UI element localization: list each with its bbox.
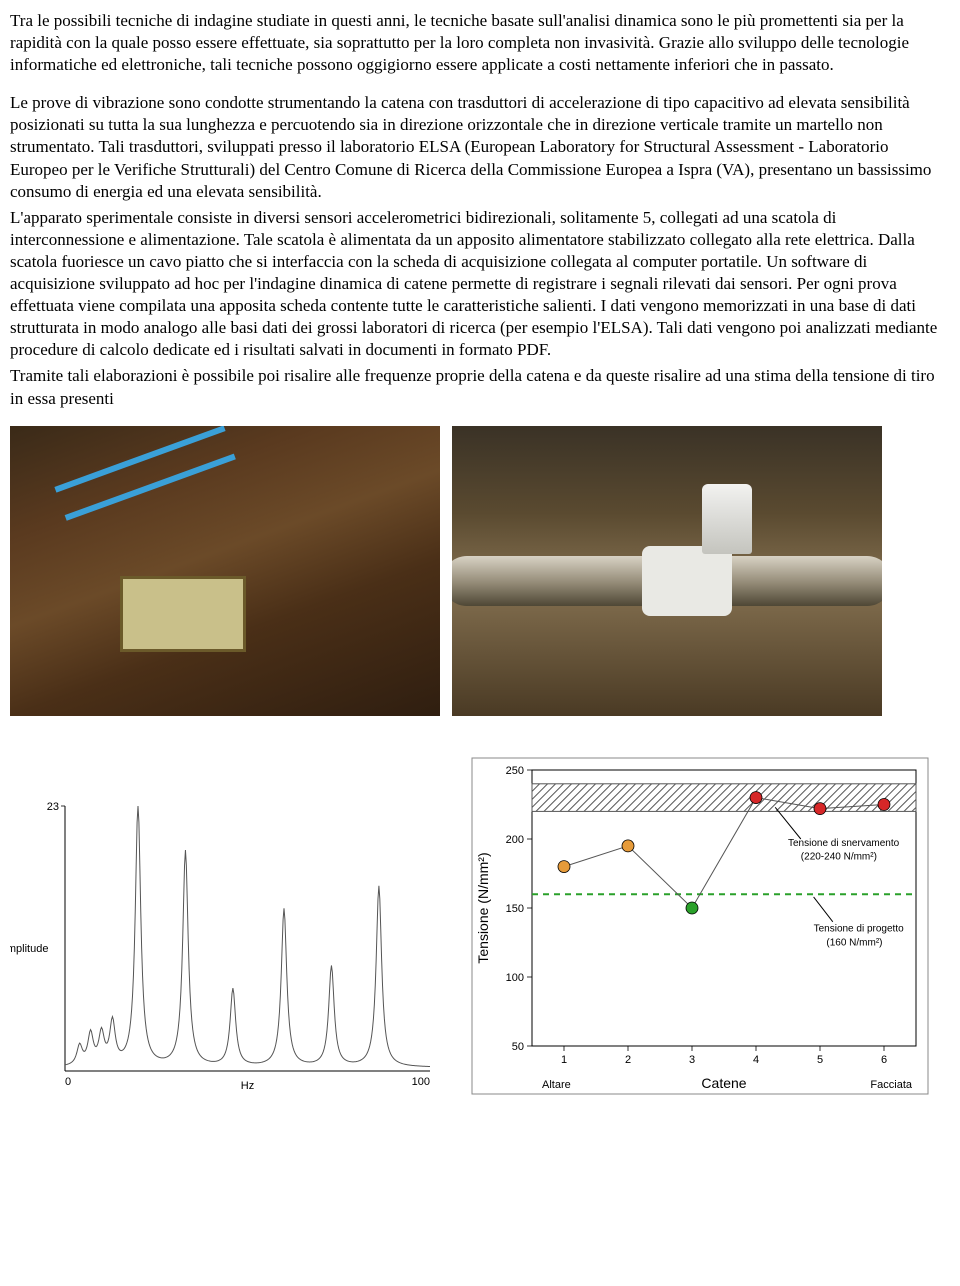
svg-text:Altare: Altare <box>542 1079 571 1091</box>
svg-text:50: 50 <box>512 1041 524 1053</box>
paragraph-3: L'apparato sperimentale consiste in dive… <box>10 207 950 362</box>
svg-text:Facciata: Facciata <box>870 1079 912 1091</box>
svg-text:6: 6 <box>881 1054 887 1066</box>
svg-text:Tensione di snervamento: Tensione di snervamento <box>788 837 900 848</box>
svg-text:2: 2 <box>625 1054 631 1066</box>
spectrum-chart: 23 0 100 Amplitude Hz <box>10 796 440 1096</box>
svg-text:Tensione (N/mm²): Tensione (N/mm²) <box>475 852 491 963</box>
charts-row: 230100AmplitudeHz 50100150200250123456Te… <box>10 756 950 1096</box>
svg-text:23: 23 <box>47 801 59 813</box>
svg-text:100: 100 <box>412 1076 430 1088</box>
tension-chart: 50 100 150 200 250 1 2 3 4 5 6 Tensione (N/mm²) Cate… <box>470 756 930 1096</box>
svg-text:(220-240 N/mm²): (220-240 N/mm²) <box>801 851 877 862</box>
paragraph-2: Le prove di vibrazione sono condotte str… <box>10 92 950 202</box>
svg-text:3: 3 <box>689 1054 695 1066</box>
svg-text:0: 0 <box>65 1076 71 1088</box>
photo-sensor-on-bar <box>452 426 882 716</box>
svg-text:Tensione di progetto: Tensione di progetto <box>814 923 905 934</box>
svg-text:200: 200 <box>506 834 524 846</box>
photo-row <box>10 426 950 716</box>
paragraph-1: Tra le possibili tecniche di indagine st… <box>10 10 950 76</box>
paragraph-4: Tramite tali elaborazioni è possibile po… <box>10 365 950 409</box>
svg-text:5: 5 <box>817 1054 823 1066</box>
svg-text:Catene: Catene <box>701 1075 746 1091</box>
svg-text:100: 100 <box>506 972 524 984</box>
svg-text:Hz: Hz <box>241 1080 254 1092</box>
svg-text:Amplitude: Amplitude <box>10 942 48 954</box>
svg-text:250: 250 <box>506 765 524 777</box>
photo-fresco-lift <box>10 426 440 716</box>
svg-text:(160 N/mm²): (160 N/mm²) <box>826 937 882 948</box>
svg-text:150: 150 <box>506 903 524 915</box>
svg-text:4: 4 <box>753 1054 759 1066</box>
svg-text:1: 1 <box>561 1054 567 1066</box>
